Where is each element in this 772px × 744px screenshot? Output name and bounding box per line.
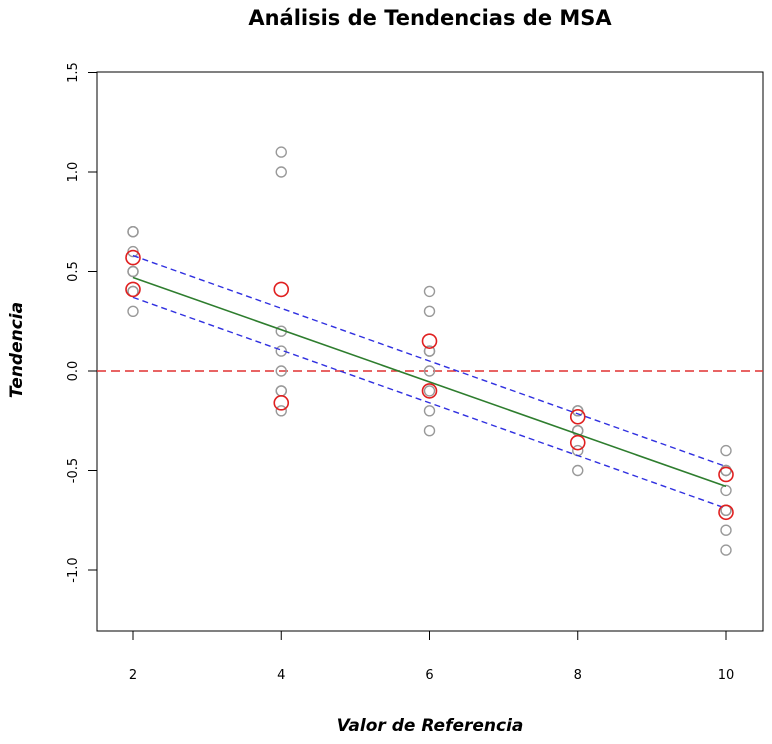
measurement-point (423, 365, 436, 377)
plot-area-frame (96, 71, 764, 632)
average-point (569, 408, 586, 425)
y-tick-label: -0.5 (66, 458, 81, 483)
confidence-lower-line (132, 296, 727, 509)
average-point (718, 504, 734, 521)
measurement-point (572, 464, 584, 477)
measurement-point (275, 365, 287, 377)
measurement-point (423, 405, 436, 417)
measurement-point (720, 444, 732, 457)
measurement-point (423, 285, 436, 298)
average-point (569, 434, 586, 451)
average-point (125, 249, 141, 266)
measurement-point (423, 425, 436, 437)
y-tick-label: -1.0 (66, 557, 81, 582)
average-point (421, 333, 438, 349)
measurement-point (127, 265, 139, 278)
measurement-point (720, 524, 732, 536)
y-tick-label: 0.0 (66, 361, 81, 382)
y-tick-label: 0.5 (66, 261, 81, 282)
measurement-point (720, 544, 732, 556)
x-tick-label: 6 (425, 668, 433, 683)
measurement-point (275, 405, 287, 417)
y-tick-label: 1.0 (66, 162, 81, 183)
y-axis-label: Tendencia (7, 302, 27, 398)
average-point (273, 281, 290, 298)
measurement-point (275, 166, 287, 178)
measurement-point (127, 305, 139, 317)
measurement-point (572, 444, 584, 457)
measurement-point (423, 385, 436, 397)
measurement-point (275, 345, 287, 357)
measurement-point (720, 484, 732, 497)
measurement-point (423, 345, 436, 357)
x-tick-label: 8 (574, 668, 582, 683)
average-point (421, 383, 438, 399)
average-point (273, 395, 290, 411)
x-tick-label: 10 (718, 668, 735, 683)
confidence-upper-line (132, 254, 727, 468)
y-tick-label: 1.5 (66, 62, 81, 83)
measurement-point (275, 146, 287, 158)
average-point (125, 281, 141, 298)
chart-title: Análisis de Tendencias de MSA (248, 6, 612, 30)
measurement-point (275, 385, 287, 397)
x-tick-label: 2 (129, 668, 137, 683)
x-axis-label: Valor de Referencia (337, 716, 524, 736)
regression-line (132, 276, 727, 488)
measurement-point (423, 305, 436, 317)
measurement-point (127, 225, 139, 238)
average-point (718, 466, 734, 483)
x-tick-label: 4 (277, 668, 285, 683)
